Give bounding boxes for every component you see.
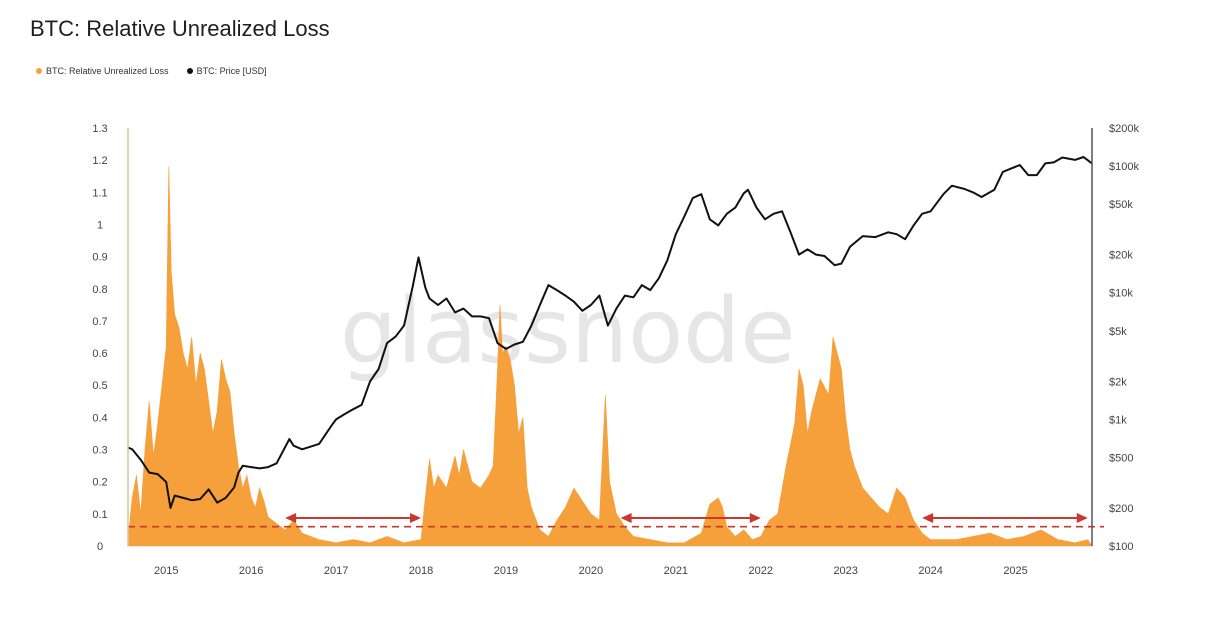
left-tick-label: 0: [97, 541, 103, 553]
legend: BTC: Relative Unrealized Loss BTC: Price…: [36, 66, 267, 76]
chart-title: BTC: Relative Unrealized Loss: [30, 16, 330, 41]
left-tick-label: 0.2: [92, 477, 107, 489]
left-tick-label: 0.9: [92, 252, 107, 264]
left-tick-label: 0.6: [92, 348, 107, 360]
legend-label-price: BTC: Price [USD]: [196, 66, 267, 76]
legend-swatch-price: [186, 68, 193, 74]
left-axis: 0 0.1 0.2 0.3 0.4 0.5 0.6 0.7 0.8 0.9 1 1.1 1.2 1.3: [92, 123, 107, 553]
x-tick-label: 2016: [239, 565, 263, 577]
left-tick-label: 0.4: [92, 412, 107, 424]
left-tick-label: 0.5: [92, 380, 107, 392]
loss-area-series: [127, 166, 1093, 547]
x-tick-label: 2022: [749, 565, 773, 577]
arrow-head-right: [1076, 513, 1088, 523]
right-tick-label: $1k: [1109, 414, 1127, 426]
price-line-series: [127, 156, 1093, 509]
legend-item-price[interactable]: BTC: Price [USD]: [186, 66, 267, 76]
left-tick-label: 1.2: [92, 155, 107, 167]
double-arrow: [922, 513, 1088, 523]
double-arrow: [285, 513, 422, 523]
left-tick-label: 1.1: [92, 187, 107, 199]
right-axis: $100 $200 $500 $1k $2k $5k $10k $20k $50k $100k $2…: [1109, 123, 1139, 553]
left-tick-label: 1.3: [92, 123, 107, 135]
watermark: glassnode: [340, 279, 796, 384]
x-tick-label: 2015: [154, 565, 178, 577]
x-tick-label: 2017: [324, 565, 348, 577]
legend-item-loss[interactable]: BTC: Relative Unrealized Loss: [36, 66, 169, 76]
double-arrow: [620, 513, 761, 523]
right-tick-label: $200: [1109, 503, 1133, 515]
arrow-head-right: [410, 513, 422, 523]
x-tick-label: 2023: [833, 565, 857, 577]
left-tick-label: 0.3: [92, 445, 107, 457]
x-tick-label: 2021: [664, 565, 688, 577]
left-tick-label: 0.1: [92, 509, 107, 521]
x-tick-label: 2024: [918, 565, 942, 577]
x-tick-label: 2019: [494, 565, 518, 577]
arrow-head-left: [620, 513, 632, 523]
legend-swatch-loss: [36, 68, 42, 74]
right-tick-label: $100: [1109, 541, 1133, 553]
x-axis: 2015 2016 2017 2018 2019 2020 2021 2022 2023 2024…: [154, 565, 1028, 577]
right-tick-label: $100k: [1109, 161, 1139, 173]
right-tick-label: $10k: [1109, 288, 1133, 300]
left-tick-label: 0.7: [92, 316, 107, 328]
right-tick-label: $20k: [1109, 250, 1133, 262]
left-tick-label: 1: [97, 219, 103, 231]
right-tick-label: $5k: [1109, 326, 1127, 338]
right-tick-label: $50k: [1109, 199, 1133, 211]
left-tick-label: 0.8: [92, 284, 107, 296]
x-tick-label: 2020: [579, 565, 603, 577]
right-tick-label: $200k: [1109, 123, 1139, 135]
arrow-head-left: [285, 513, 297, 523]
arrow-head-left: [922, 513, 934, 523]
right-tick-label: $500: [1109, 452, 1133, 464]
x-tick-label: 2025: [1003, 565, 1027, 577]
arrow-annotations: [285, 513, 1088, 523]
legend-label-loss: BTC: Relative Unrealized Loss: [46, 66, 169, 76]
x-tick-label: 2018: [409, 565, 433, 577]
right-tick-label: $2k: [1109, 376, 1127, 388]
arrow-head-right: [749, 513, 761, 523]
